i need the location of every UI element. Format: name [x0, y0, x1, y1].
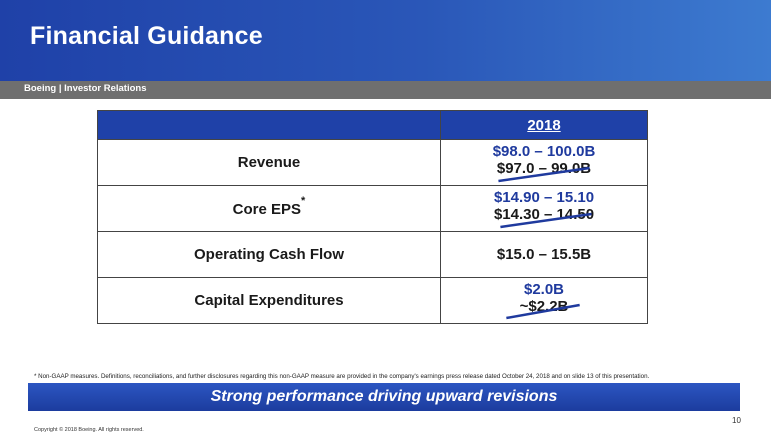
row-value-core-eps: $14.90 – 15.10 $14.30 – 14.50	[440, 185, 648, 232]
slide-header: Financial Guidance	[0, 0, 771, 81]
footnote: * Non-GAAP measures. Definitions, reconc…	[34, 373, 650, 380]
row-label-revenue: Revenue	[97, 139, 441, 186]
revised-value: $2.0B	[523, 281, 565, 298]
slide-subtitle: Boeing | Investor Relations	[24, 83, 147, 94]
year-header: 2018	[440, 110, 648, 140]
prior-value: $97.0 – 99.0B	[496, 160, 592, 177]
prior-value: ~$2.2B	[519, 298, 569, 315]
table-header-row: 2018	[97, 110, 648, 140]
row-value-operating-cash-flow: $15.0 – 15.5B	[440, 231, 648, 278]
copyright-notice: Copyright © 2018 Boeing. All rights rese…	[34, 427, 144, 433]
row-label-core-eps: Core EPS*	[97, 185, 441, 232]
banner-text: Strong performance driving upward revisi…	[210, 388, 558, 405]
row-label-operating-cash-flow: Operating Cash Flow	[97, 231, 441, 278]
takeaway-banner: Strong performance driving upward revisi…	[28, 383, 740, 411]
subtitle-bar: Boeing | Investor Relations	[0, 81, 771, 99]
prior-value: $14.30 – 14.50	[493, 206, 595, 223]
table-row-revenue: Revenue $98.0 – 100.0B $97.0 – 99.0B	[97, 139, 648, 186]
revised-value: $14.90 – 15.10	[493, 189, 595, 206]
row-value-revenue: $98.0 – 100.0B $97.0 – 99.0B	[440, 139, 648, 186]
revised-value: $98.0 – 100.0B	[492, 143, 596, 160]
slide-title: Financial Guidance	[30, 22, 263, 50]
table-row-core-eps: Core EPS* $14.90 – 15.10 $14.30 – 14.50	[97, 185, 648, 232]
table-row-operating-cash-flow: Operating Cash Flow $15.0 – 15.5B	[97, 231, 648, 278]
row-label-capital-expenditures: Capital Expenditures	[97, 277, 441, 324]
asterisk-mark: *	[301, 195, 306, 207]
page-number: 10	[732, 416, 741, 425]
guidance-table: 2018 Revenue $98.0 – 100.0B $97.0 – 99.0…	[97, 110, 648, 324]
row-value-capital-expenditures: $2.0B ~$2.2B	[440, 277, 648, 324]
table-row-capital-expenditures: Capital Expenditures $2.0B ~$2.2B	[97, 277, 648, 324]
header-empty-cell	[97, 110, 441, 140]
